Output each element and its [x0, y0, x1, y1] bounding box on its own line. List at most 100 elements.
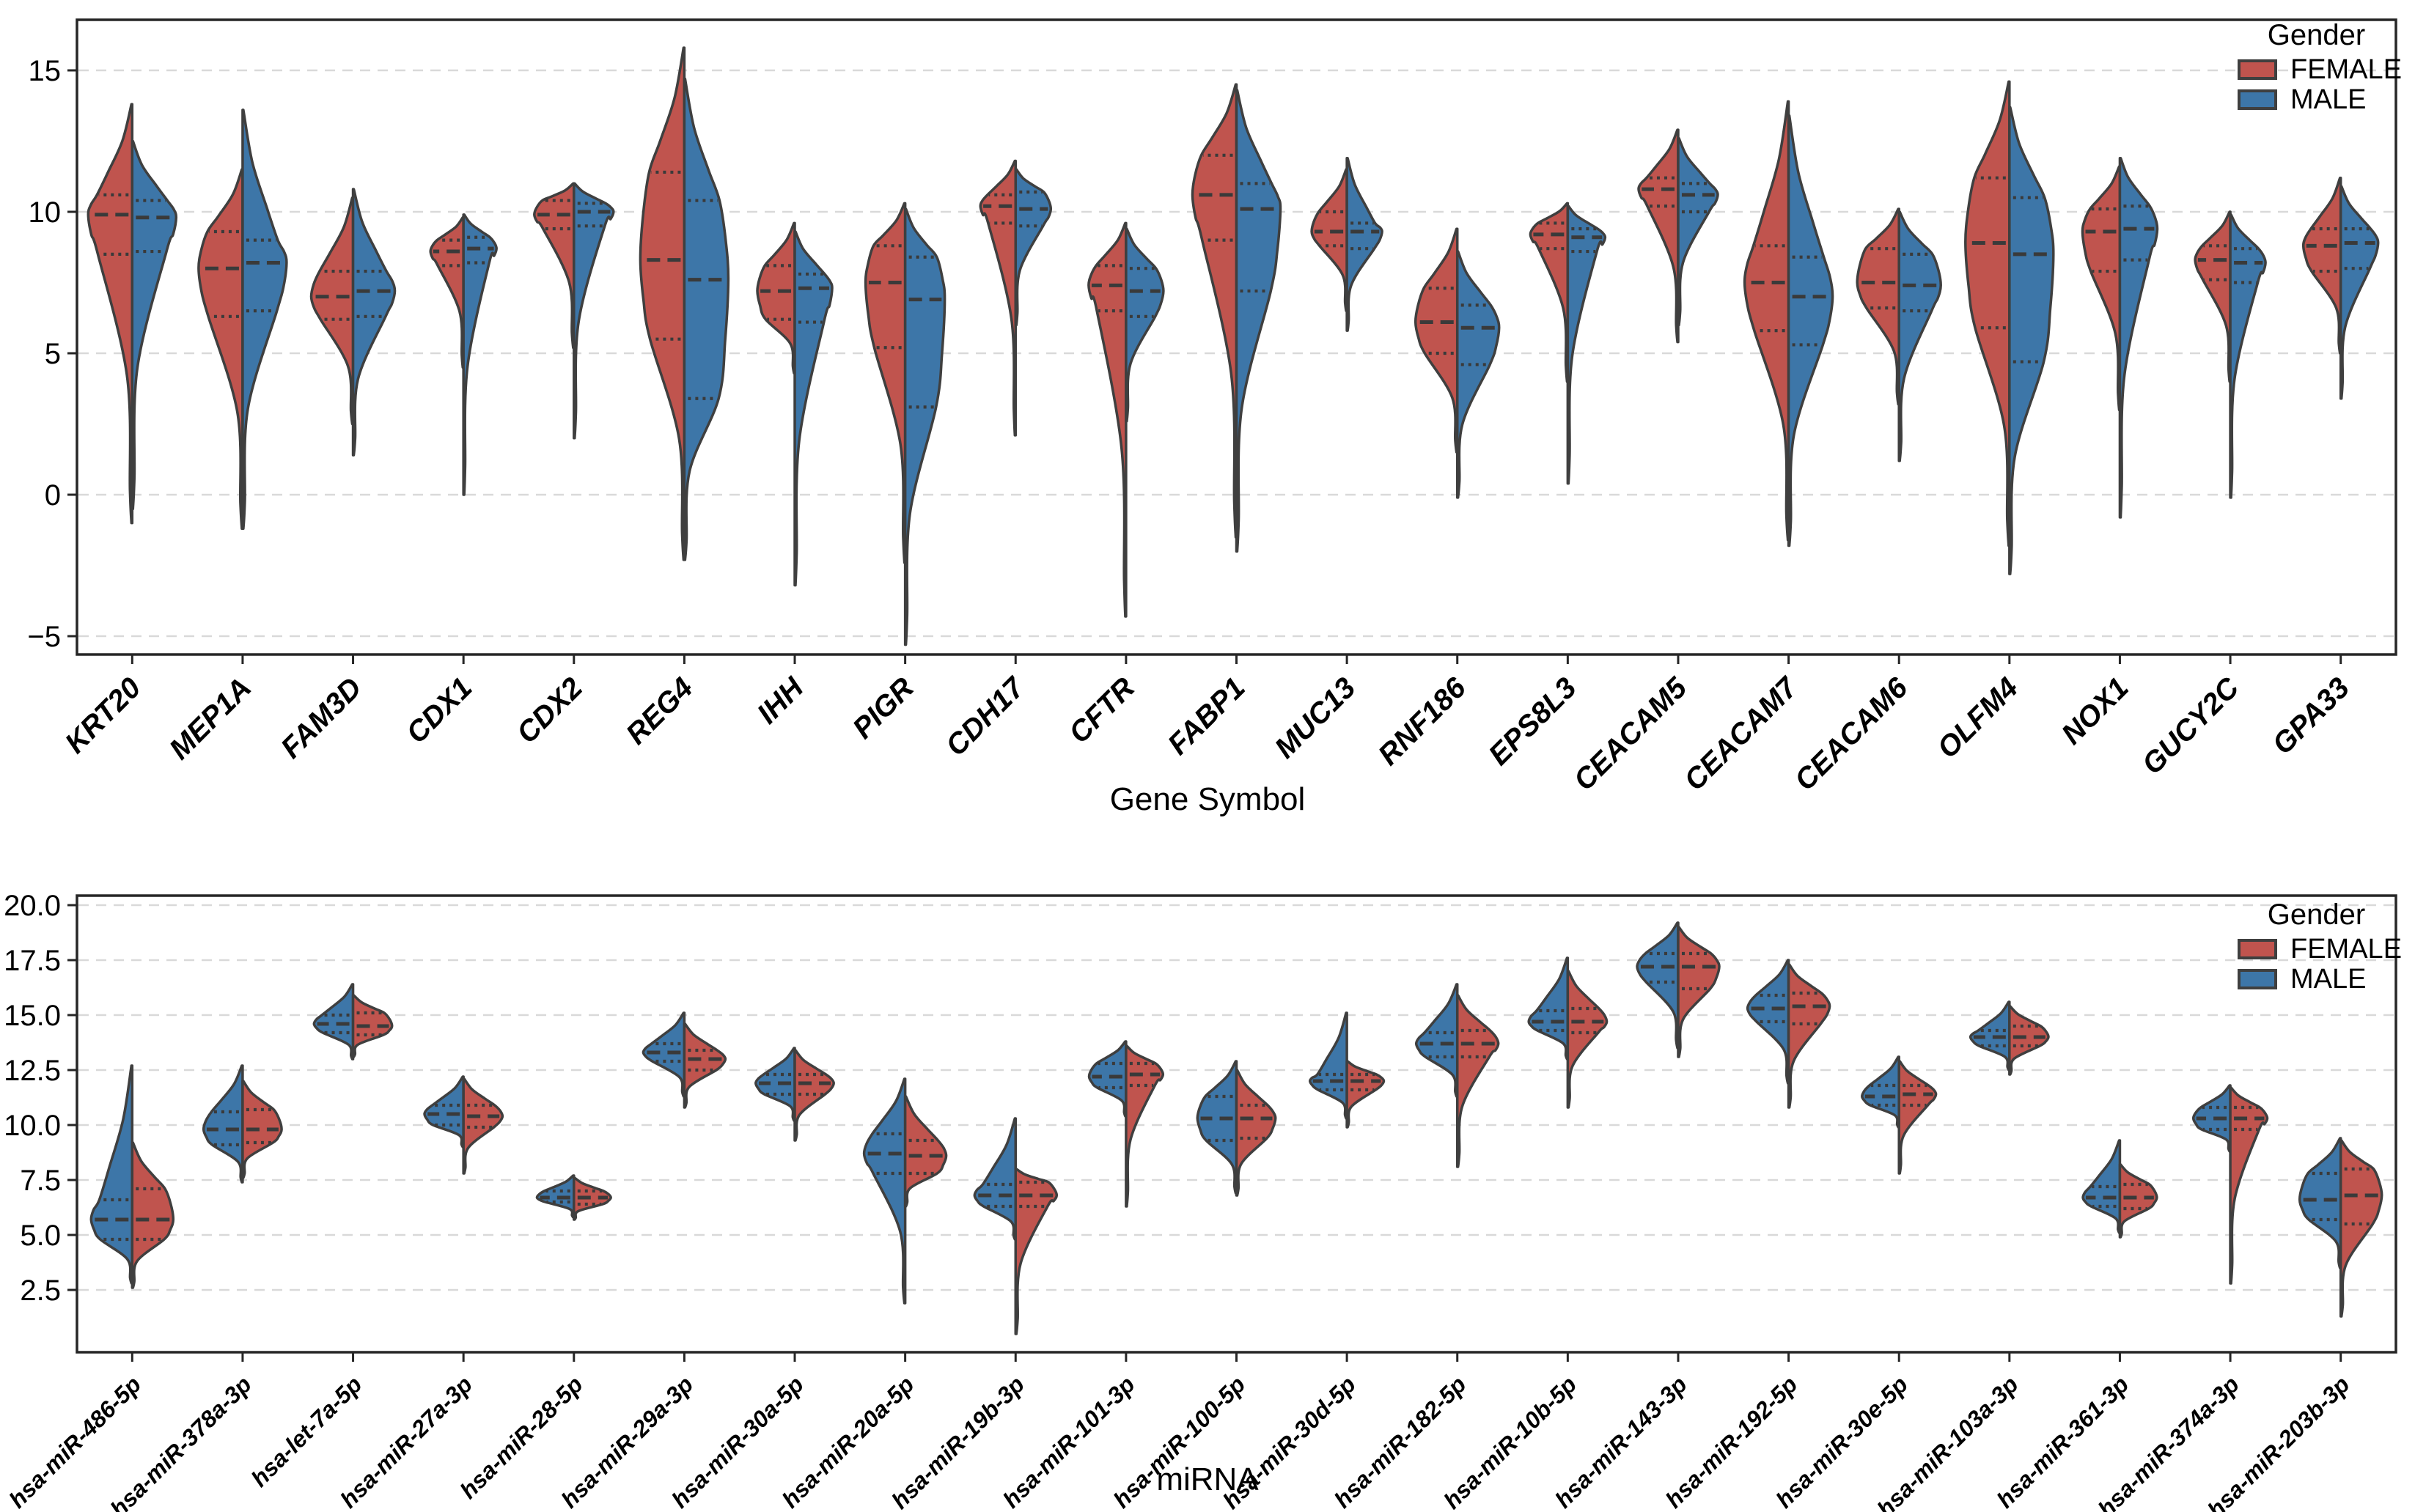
legend-swatch-female [2238, 59, 2277, 80]
violin-half [2008, 106, 2055, 575]
legend-item-male: MALE [2238, 965, 2395, 993]
violin-half [1235, 89, 1282, 553]
violin-half [1964, 80, 2011, 547]
violin-half [1125, 227, 1165, 423]
violin-CEACAM7 [1743, 100, 1834, 547]
mirna-violin-panel: 20.017.515.012.510.07.55.02.5hsa-miR-486… [4, 890, 2397, 1512]
legend-item-female: FEMALE [2238, 935, 2402, 963]
violin-half [862, 1077, 907, 1305]
violin-CDX2 [533, 182, 615, 440]
violin-FAM3D [309, 188, 397, 457]
violin-KRT20 [87, 103, 178, 525]
violin-GUCY2C [2194, 210, 2267, 499]
violin-hsa-let-7a-5p [312, 983, 394, 1061]
violin-half [1566, 204, 1607, 485]
violin-hsa-miR-20a-5p [862, 1077, 948, 1305]
y-tick-label: 0 [45, 479, 61, 512]
x-tick-label: FABP1 [1162, 671, 1251, 761]
violin-half [683, 77, 730, 561]
violin-half [2118, 156, 2159, 519]
violin-CDH17 [979, 159, 1053, 437]
violin-NOX1 [2081, 156, 2159, 519]
violin-half [683, 1022, 727, 1109]
violin-half [241, 108, 288, 531]
violin-hsa-miR-378a-3p [202, 1064, 283, 1184]
x-tick-label: KRT20 [59, 671, 147, 759]
violin-half [2008, 1005, 2050, 1076]
violin-half [1310, 168, 1348, 312]
legend-title: Gender [2267, 19, 2366, 51]
x-tick-label: CEACAM7 [1678, 671, 1804, 797]
violin-half [754, 1047, 796, 1122]
legend-mirna: Gender FEMALE MALE [2238, 900, 2402, 998]
violin-half [535, 1174, 576, 1219]
violin-half [533, 182, 576, 350]
violin-half [197, 168, 244, 531]
violin-half [241, 1080, 283, 1179]
violin-half [309, 196, 355, 426]
x-tick-label: PIGR [847, 671, 920, 745]
violin-half [1677, 926, 1721, 1058]
violin-half [87, 103, 134, 525]
violin-half [2081, 165, 2122, 411]
violin-hsa-miR-103a-3p [1969, 1000, 2050, 1076]
violin-hsa-miR-19b-3p [973, 1117, 1059, 1335]
legend-swatch-male [2238, 89, 2277, 110]
violin-half [1897, 210, 1942, 462]
violin-half [2229, 213, 2267, 499]
legend-label-female: FEMALE [2290, 54, 2403, 85]
x-tick-label: CDX2 [511, 671, 589, 750]
y-tick-label: 17.5 [4, 945, 61, 977]
violin-FABP1 [1191, 83, 1282, 553]
violin-hsa-miR-29a-3p [642, 1011, 727, 1109]
violin-half [131, 1141, 175, 1289]
x-tick-label: CEACAM6 [1789, 671, 1915, 797]
legend-swatch-female [2238, 939, 2277, 959]
genes-violin-panel: 15 10 5 0 −5 KRT20 MEP1A FAM3D CDX1 CDX2 REG4 IHH PI… [27, 18, 2397, 797]
violin-half [573, 182, 615, 440]
violin-half [1636, 921, 1680, 1050]
violin-half [1566, 970, 1609, 1109]
violin-half [2301, 176, 2342, 355]
violin-half [1014, 1168, 1059, 1335]
legend-label-male: MALE [2290, 84, 2367, 115]
violin-CEACAM6 [1856, 207, 1942, 462]
x-tick-label: OLFM4 [1931, 671, 2024, 764]
violin-half [1637, 128, 1680, 344]
violin-half [202, 1064, 244, 1184]
x-tick-label: GPA33 [2266, 671, 2356, 761]
x-tick-label: MEP1A [163, 671, 258, 766]
violin-hsa-miR-374a-3p [2191, 1084, 2269, 1285]
y-tick-label: 5.0 [20, 1220, 61, 1252]
violin-half [2194, 210, 2232, 383]
violin-half [573, 1176, 612, 1221]
violin-half [2118, 1163, 2158, 1239]
violin-half [1345, 1060, 1386, 1129]
violin-half [2191, 1084, 2232, 1153]
violin-hsa-miR-143-3p [1636, 921, 1721, 1058]
violin-half [1235, 1069, 1277, 1197]
y-tick-label: 20.0 [4, 890, 61, 922]
violin-half [423, 1075, 465, 1148]
violin-hsa-miR-182-5p [1414, 983, 1500, 1168]
x-tick-label: CDH17 [940, 671, 1032, 762]
violin-hsa-miR-486-5p [89, 1064, 175, 1289]
violin-hsa-miR-203b-3p [2298, 1137, 2383, 1318]
violin-hsa-miR-30d-5p [1308, 1011, 1386, 1129]
violin-half [1529, 202, 1570, 383]
y-tick-label: 5 [45, 338, 61, 370]
y-tick-label: 10.0 [4, 1110, 61, 1142]
violin-half [1308, 1011, 1348, 1120]
y-tick-label: 15 [29, 55, 62, 87]
violin-hsa-miR-30e-5p [1861, 1055, 1938, 1175]
y-tick-label: 2.5 [20, 1275, 61, 1307]
y-tick-label: 7.5 [20, 1165, 61, 1197]
x-tick-label: RNF186 [1372, 671, 1473, 772]
violin-half [639, 46, 686, 561]
violin-hsa-miR-101-3p [1087, 1040, 1165, 1208]
violin-half [1527, 956, 1570, 1061]
violin-half [1861, 1055, 1900, 1129]
x-tick-label: MUC13 [1268, 671, 1361, 764]
violin-IHH [756, 221, 834, 587]
